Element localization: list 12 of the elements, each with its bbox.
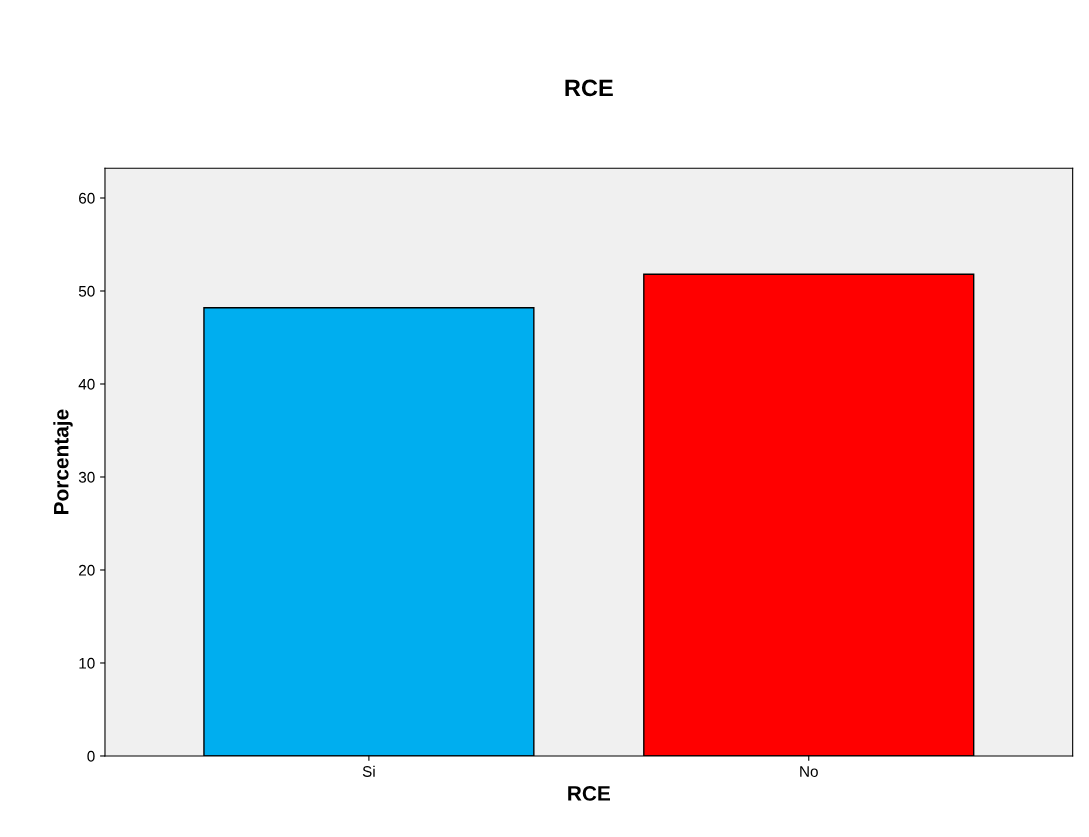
x-tick-label: Si xyxy=(362,765,375,777)
y-tick-label: 10 xyxy=(79,657,95,669)
y-tick-label: 30 xyxy=(78,471,95,483)
y-tick-label: 0 xyxy=(87,750,95,762)
y-axis-title: Porcentaje xyxy=(53,409,73,514)
x-axis-title: RCE xyxy=(568,786,610,801)
y-tick-label: 40 xyxy=(78,378,95,390)
x-tick-label: No xyxy=(800,766,818,777)
chart-title: RCE xyxy=(565,79,613,97)
y-tick-label: 20 xyxy=(79,564,95,576)
y-tick-label: 50 xyxy=(78,285,95,297)
y-tick-label: 60 xyxy=(79,192,95,204)
